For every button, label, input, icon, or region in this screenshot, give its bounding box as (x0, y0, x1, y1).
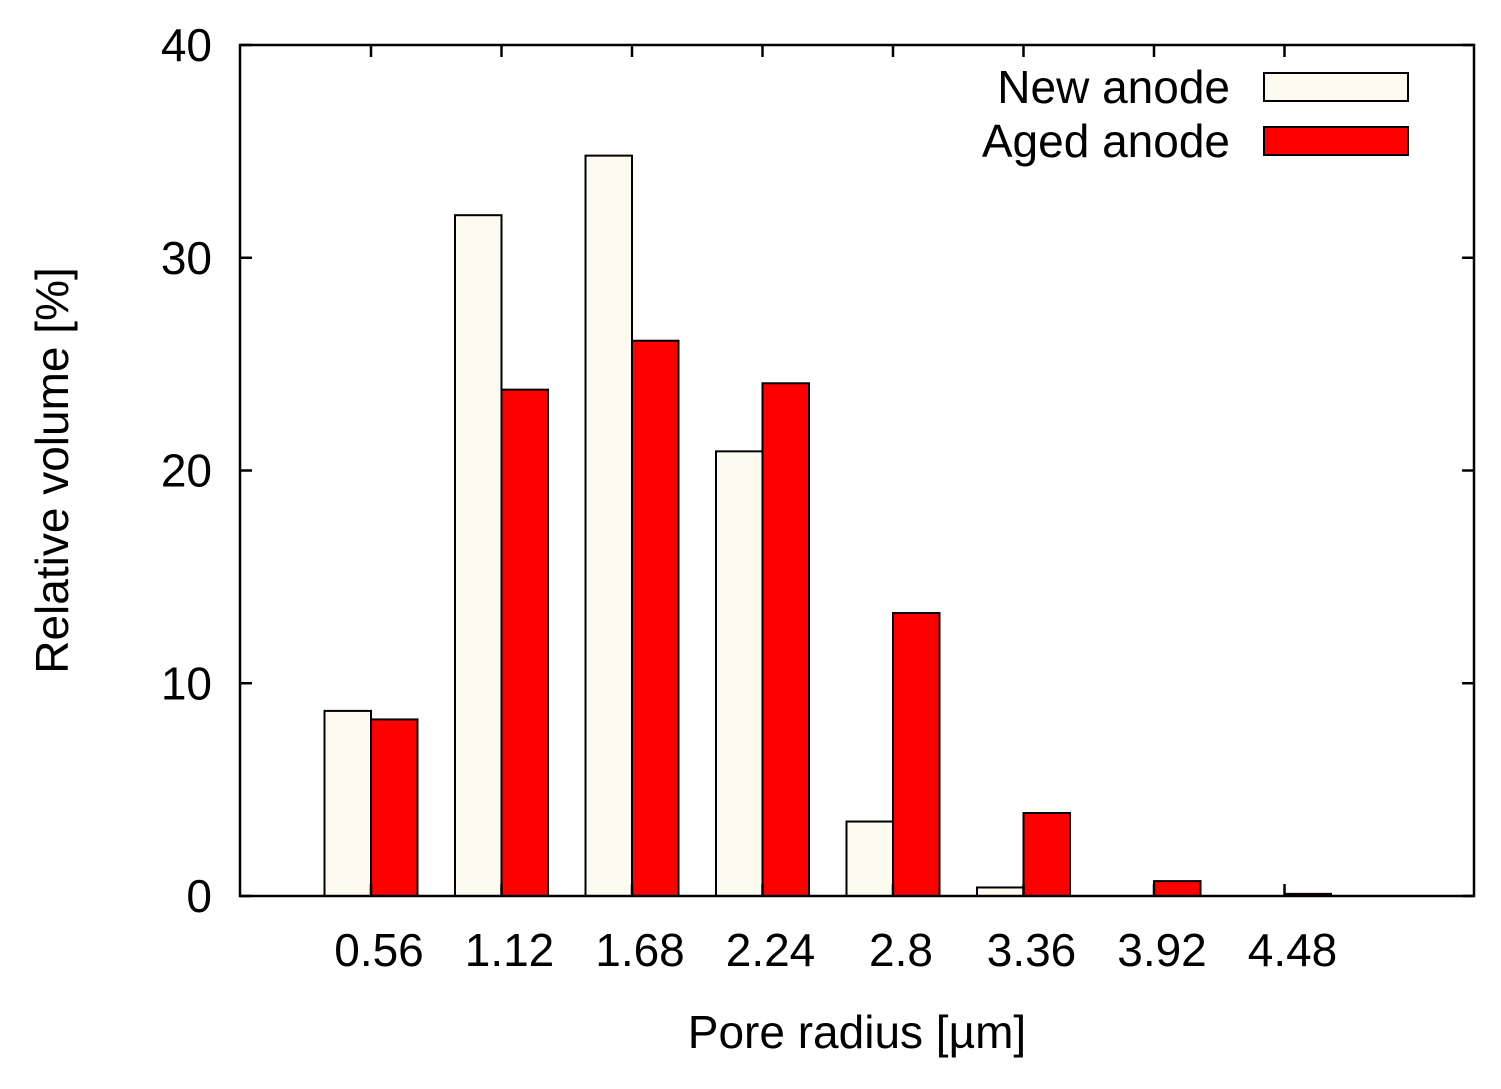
bar-new-anode-1.12 (454, 214, 503, 897)
y-tick-label: 30 (161, 232, 212, 284)
legend-swatch-aged-anode (1263, 126, 1409, 156)
x-tick-label: 4.48 (1248, 924, 1338, 976)
x-axis-label: Pore radius [µm] (688, 1006, 1026, 1058)
bar-aged-anode-0.56 (370, 718, 419, 897)
bar-aged-anode-1.68 (631, 339, 680, 898)
y-tick-label: 20 (161, 445, 212, 497)
bar-new-anode-2.24 (715, 450, 764, 897)
plot-frame (238, 43, 1476, 898)
legend-label-new-anode: New anode (997, 61, 1230, 113)
legend-swatch-new-anode (1263, 72, 1409, 102)
x-tick-label: 1.68 (595, 924, 685, 976)
x-tick-label: 3.36 (987, 924, 1077, 976)
y-tick-label: 40 (161, 19, 212, 71)
y-tick-label: 0 (186, 870, 212, 922)
x-tick-label: 2.24 (726, 924, 816, 976)
x-tick-label: 1.12 (465, 924, 555, 976)
y-tick-label: 10 (161, 657, 212, 709)
x-tick-label: 2.8 (869, 924, 933, 976)
legend-label-aged-anode: Aged anode (982, 115, 1230, 167)
bar-new-anode-3.36 (976, 886, 1025, 897)
y-axis-label: Relative volume [%] (26, 267, 78, 674)
bar-new-anode-1.68 (584, 154, 633, 897)
bar-aged-anode-2.24 (761, 382, 810, 897)
x-tick-label: 0.56 (334, 924, 424, 976)
bar-new-anode-0.56 (323, 709, 372, 897)
bar-aged-anode-2.8 (892, 612, 941, 897)
bar-aged-anode-1.12 (500, 388, 549, 897)
x-tick-label: 3.92 (1117, 924, 1207, 976)
bar-aged-anode-3.36 (1022, 812, 1071, 898)
bar-aged-anode-3.92 (1153, 880, 1202, 897)
bar-new-anode-2.8 (845, 820, 894, 897)
